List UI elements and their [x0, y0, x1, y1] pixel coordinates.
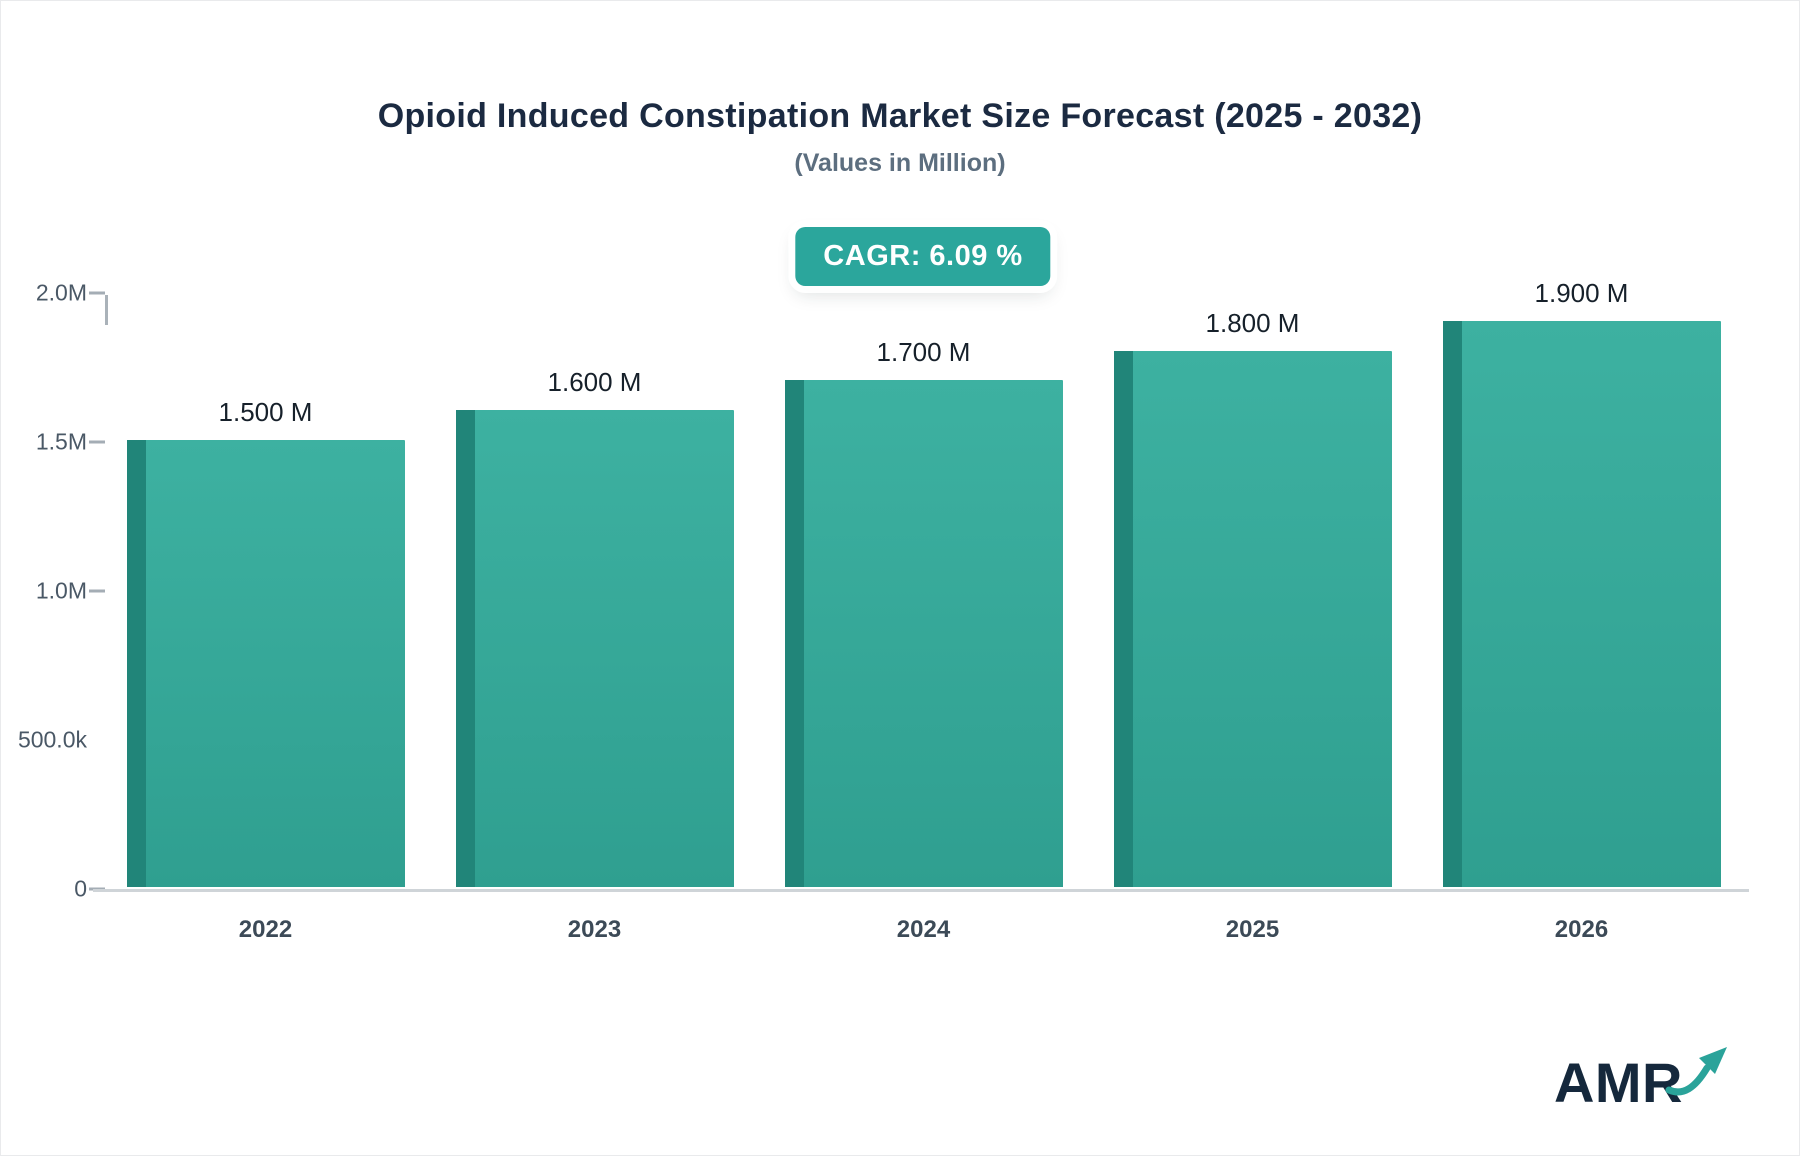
y-axis-tick [89, 440, 105, 444]
y-axis-label: 2.0M [35, 279, 87, 306]
y-axis-stub [105, 295, 108, 325]
cagr-badge: CAGR: 6.09 % [795, 227, 1051, 286]
y-axis-label: 1.0M [35, 577, 87, 604]
bar-value-label: 1.700 M [876, 337, 971, 367]
bar-value-label: 1.800 M [1205, 308, 1300, 338]
bar-value-label: 1.900 M [1534, 278, 1629, 308]
bar [784, 380, 1063, 887]
bar-side-shade [455, 410, 475, 887]
bar-side-shade [126, 440, 146, 887]
x-axis-label: 2024 [896, 916, 951, 943]
y-axis-tick [89, 291, 105, 295]
y-axis-tick [89, 589, 105, 593]
chart-title: Opioid Induced Constipation Market Size … [377, 97, 1423, 135]
bar [126, 440, 405, 887]
bar [1113, 351, 1392, 887]
bar-side-shade [784, 380, 804, 887]
bar-value-label: 1.600 M [547, 367, 642, 397]
bar-side-shade [1113, 351, 1133, 887]
x-axis-line [93, 889, 1749, 892]
trend-arrow-icon [1665, 1044, 1735, 1109]
x-axis-label: 2022 [238, 916, 293, 943]
chart-subtitle: (Values in Million) [794, 149, 1006, 177]
y-axis-label: 500.0k [17, 726, 87, 753]
y-axis-label: 0 [74, 875, 87, 902]
brand-logo-text: AMR [1553, 1051, 1683, 1114]
x-axis-label: 2025 [1225, 916, 1280, 943]
x-axis-label: 2026 [1554, 916, 1609, 943]
bar-side-shade [1442, 321, 1462, 887]
x-axis-label: 2023 [567, 916, 622, 943]
bar [455, 410, 734, 887]
bar [1442, 321, 1721, 887]
bar-value-label: 1.500 M [218, 397, 313, 427]
brand-logo: AMR [1554, 1044, 1735, 1111]
y-axis-label: 1.5M [35, 428, 87, 455]
